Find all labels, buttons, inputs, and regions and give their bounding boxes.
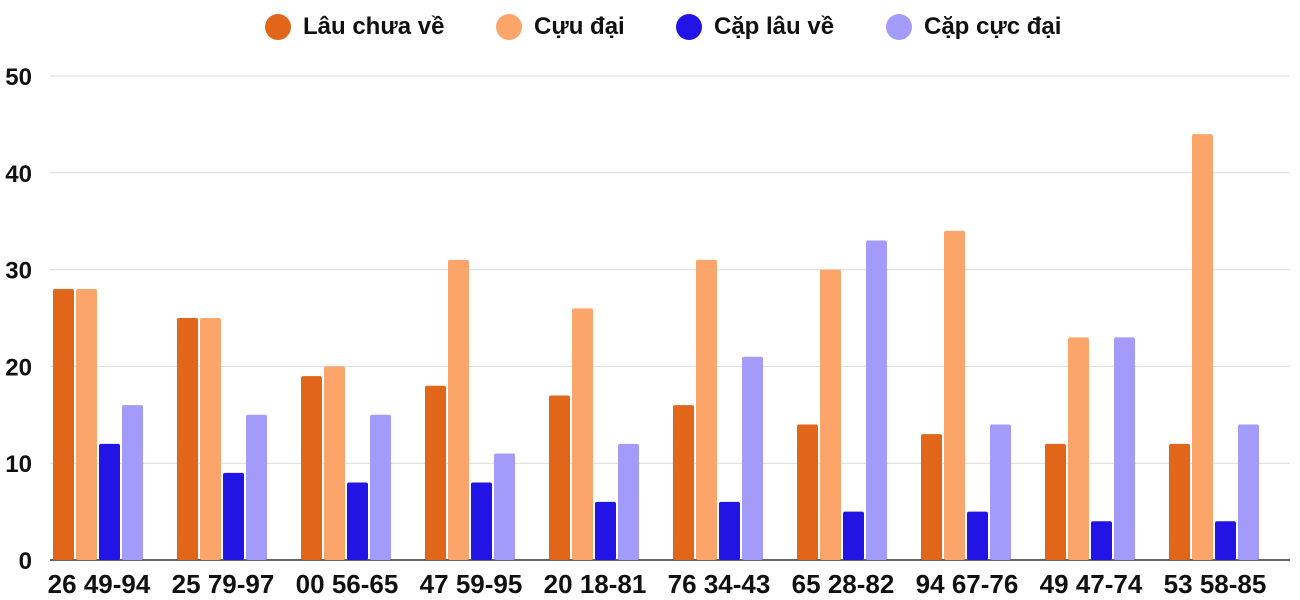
bar[interactable] [471,482,492,560]
legend-label: Cặp cực đại [924,13,1062,40]
y-tick-label: 50 [5,64,32,91]
y-tick-label: 20 [5,354,32,381]
bar[interactable] [921,434,942,560]
bar[interactable] [448,259,469,560]
x-tick-label: 76 34-43 [668,569,771,599]
bar[interactable] [347,482,368,560]
chart-legend: Lâu chưa về Cựu đại Cặp lâu về Cặp cực đ… [0,10,1300,44]
x-axis-ticks: 26 49-94 25 79-97 00 56-65 47 59-95 20 18-81… [48,569,1267,599]
x-tick-label: 20 18-81 [544,569,647,599]
bar[interactable] [696,259,717,560]
bar[interactable] [719,501,740,560]
legend-item-lau-chua-ve[interactable]: Lâu chưa về [265,10,444,44]
bar[interactable] [370,414,391,560]
y-tick-label: 10 [5,451,32,478]
bar[interactable] [843,511,864,560]
x-tick-label: 94 67-76 [916,569,1019,599]
bar[interactable] [549,395,570,560]
bar[interactable] [494,453,515,560]
bar[interactable] [990,424,1011,560]
bar[interactable] [1215,521,1236,560]
x-tick-label: 26 49-94 [48,569,151,599]
legend-label: Cựu đại [534,13,625,40]
bar[interactable] [797,424,818,560]
bar[interactable] [673,405,694,560]
y-tick-label: 30 [5,258,32,285]
bar[interactable] [866,240,887,560]
y-tick-label: 0 [19,548,32,575]
x-tick-label: 00 56-65 [296,569,399,599]
x-tick-label: 49 47-74 [1040,569,1143,599]
bar[interactable] [1169,443,1190,560]
bar[interactable] [595,501,616,560]
bar[interactable] [1114,337,1135,560]
legend-swatch [886,14,912,40]
bar[interactable] [324,366,345,560]
x-tick-label: 53 58-85 [1164,569,1267,599]
legend-item-cap-cuc-dai[interactable]: Cặp cực đại [886,10,1061,44]
bar[interactable] [572,308,593,560]
bar[interactable] [177,318,198,560]
x-tick-label: 25 79-97 [172,569,275,599]
x-tick-label: 65 28-82 [792,569,895,599]
bar[interactable] [967,511,988,560]
bar[interactable] [53,288,74,560]
legend-item-cuu-dai[interactable]: Cựu đại [496,10,625,44]
bar[interactable] [122,405,143,560]
bar[interactable] [742,356,763,560]
legend-swatch [265,14,291,40]
bar[interactable] [76,288,97,560]
bars [53,134,1259,560]
bar[interactable] [200,318,221,560]
bar[interactable] [1091,521,1112,560]
x-tick-label: 47 59-95 [420,569,523,599]
y-tick-label: 40 [5,161,32,188]
legend-item-cap-lau-ve[interactable]: Cặp lâu về [676,10,834,44]
legend-swatch [676,14,702,40]
y-axis-ticks: 0 10 20 30 40 50 [5,64,32,575]
bar[interactable] [246,414,267,560]
bar[interactable] [99,443,120,560]
bar[interactable] [425,385,446,560]
bar[interactable] [1192,134,1213,560]
bar[interactable] [944,230,965,560]
bar[interactable] [1068,337,1089,560]
bar[interactable] [820,269,841,560]
bar[interactable] [618,443,639,560]
legend-label: Cặp lâu về [714,13,835,40]
bar[interactable] [223,472,244,560]
bar[interactable] [1238,424,1259,560]
legend-label: Lâu chưa về [303,13,445,40]
legend-swatch [496,14,522,40]
bar[interactable] [301,376,322,560]
bar[interactable] [1045,443,1066,560]
